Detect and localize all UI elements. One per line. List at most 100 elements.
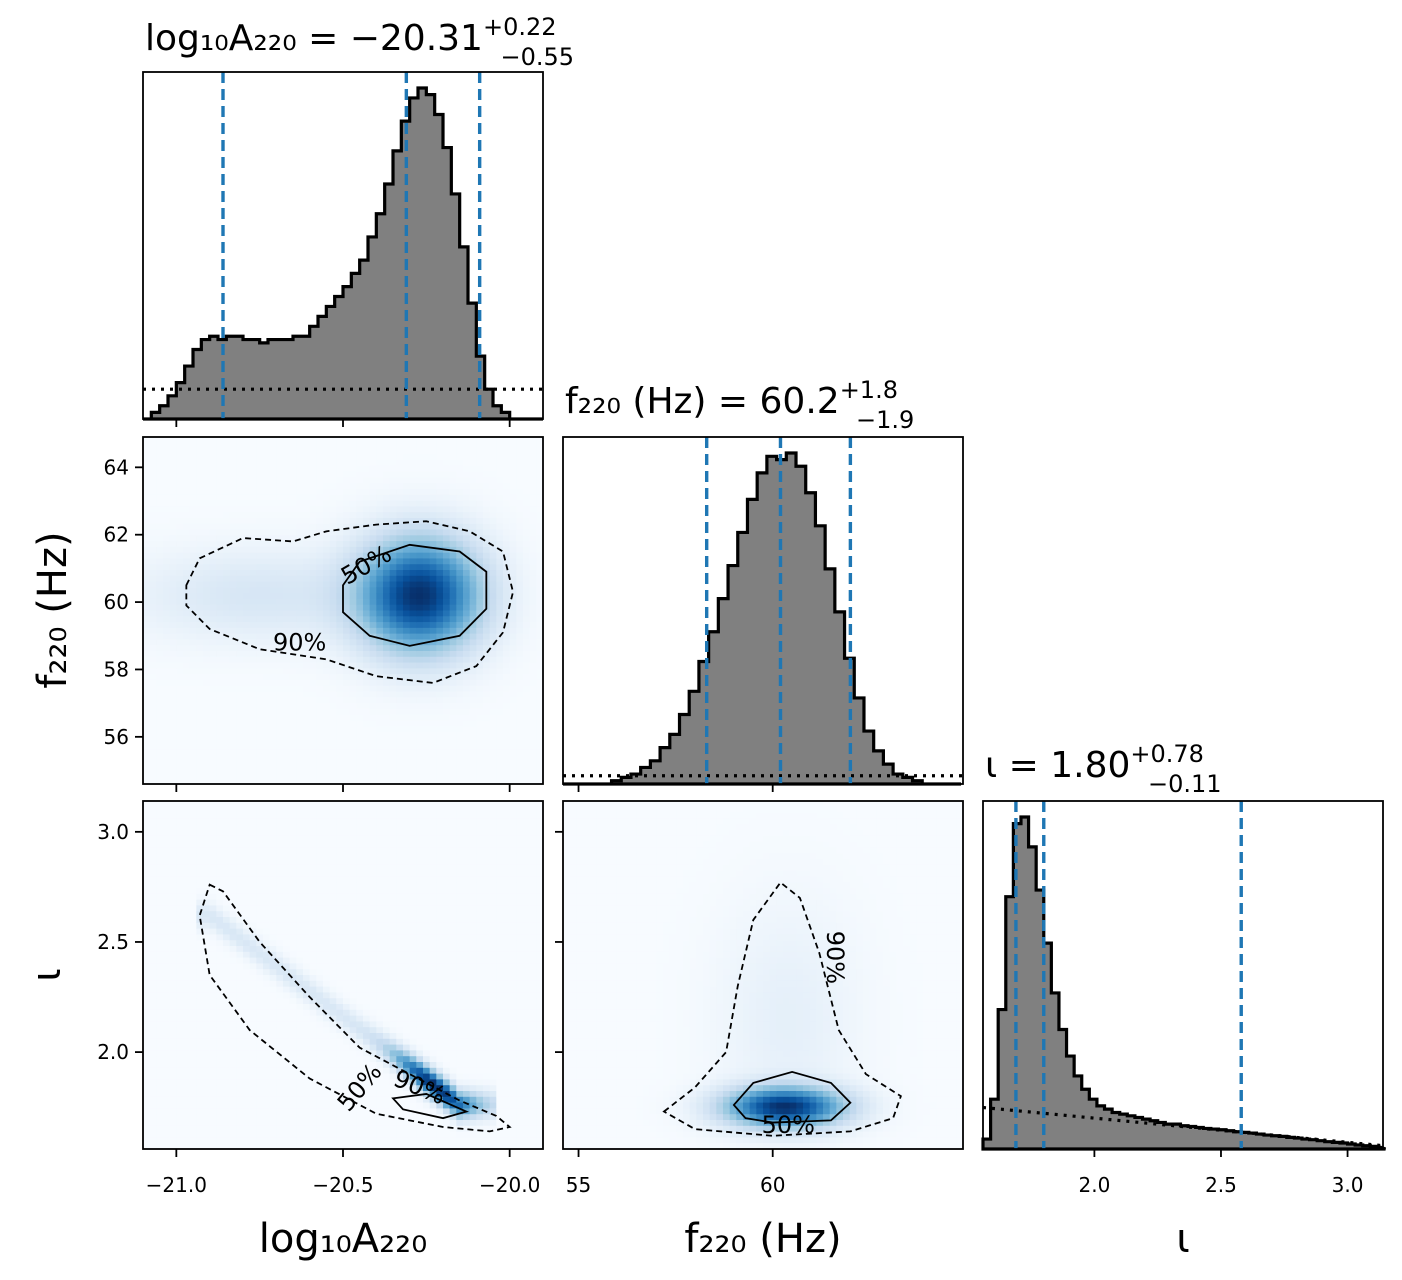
density-cell: [256, 859, 264, 866]
density-cell: [249, 477, 257, 484]
density-cell: [363, 598, 371, 606]
density-cell: [236, 986, 244, 993]
density-cell: [323, 662, 331, 669]
density-cell: [236, 755, 244, 762]
density-cell: [276, 980, 284, 988]
density-cell: [183, 957, 191, 964]
density-cell: [523, 558, 531, 565]
density-cell: [189, 859, 197, 866]
density-cell: [263, 1009, 271, 1017]
density-cell: [316, 512, 324, 519]
density-cell: [156, 841, 164, 848]
density-cell: [149, 934, 157, 941]
density-cell: [503, 460, 511, 467]
density-cell: [156, 749, 164, 756]
density-cell: [369, 593, 377, 600]
density-cell: [356, 772, 364, 779]
density-cell: [536, 737, 543, 745]
density-cell: [169, 1044, 177, 1051]
density-cell: [169, 679, 177, 687]
density-cell: [356, 575, 364, 583]
density-cell: [289, 1143, 297, 1149]
density-cell: [429, 616, 437, 623]
density-cell: [156, 1033, 164, 1040]
density-cell: [289, 726, 297, 733]
density-cell: [503, 697, 511, 704]
density-cell: [509, 760, 517, 768]
density-cell: [163, 668, 171, 675]
density-cell: [236, 1067, 244, 1075]
density-cell: [176, 876, 184, 883]
density-cell: [496, 454, 504, 461]
density-cell: [256, 685, 264, 693]
density-cell: [343, 772, 351, 779]
density-cell: [469, 720, 477, 727]
density-cell: [283, 622, 291, 629]
density-cell: [423, 743, 431, 750]
density-cell: [496, 726, 504, 733]
density-cell: [336, 581, 344, 588]
density-cell: [249, 969, 257, 976]
density-cell: [403, 703, 411, 710]
density-cell: [303, 760, 311, 768]
density-cell: [183, 755, 191, 762]
density-cell: [243, 1079, 251, 1086]
density-cell: [376, 442, 384, 450]
density-cell: [316, 755, 324, 762]
density-cell: [196, 448, 204, 455]
density-cell: [143, 980, 151, 988]
density-cell: [469, 622, 477, 629]
density-cell: [209, 870, 217, 877]
density-cell: [423, 685, 431, 693]
density-cell: [169, 870, 177, 877]
density-cell: [476, 720, 484, 727]
density-cell: [383, 685, 391, 693]
density-cell: [229, 517, 237, 525]
density-cell: [189, 951, 197, 959]
density-cell: [296, 679, 304, 687]
density-cell: [449, 720, 457, 727]
density-cell: [536, 546, 543, 554]
density-cell: [516, 720, 524, 727]
density-cell: [243, 616, 251, 623]
density-cell: [249, 489, 257, 496]
density-cell: [229, 697, 237, 704]
density-cell: [529, 749, 537, 756]
density-cell: [169, 650, 177, 658]
density-cell: [443, 616, 451, 623]
density-cell: [369, 755, 377, 762]
density-cell: [516, 442, 524, 450]
density-cell: [163, 917, 171, 924]
density-cell: [396, 593, 404, 600]
density-cell: [209, 627, 217, 635]
density-cell: [289, 853, 297, 860]
density-cell: [143, 760, 151, 768]
density-cell: [143, 552, 151, 560]
density-cell: [176, 893, 184, 901]
density-cell: [396, 494, 404, 502]
density-cell: [143, 1044, 151, 1051]
density-cell: [349, 708, 357, 716]
density-cell: [363, 755, 371, 762]
density-cell: [289, 934, 297, 941]
density-cell: [289, 1102, 297, 1109]
density-cell: [323, 720, 331, 727]
density-cell: [243, 951, 251, 959]
density-cell: [523, 714, 531, 721]
density-cell: [203, 1021, 211, 1028]
density-cell: [209, 500, 217, 507]
density-cell: [163, 1044, 171, 1051]
density-cell: [296, 616, 304, 623]
density-cell: [243, 917, 251, 924]
density-cell: [229, 726, 237, 733]
density-cell: [509, 627, 517, 635]
density-cell: [363, 564, 371, 571]
density-cell: [463, 674, 471, 681]
density-cell: [503, 523, 511, 531]
density-cell: [276, 1015, 284, 1022]
density-cell: [396, 465, 404, 473]
density-cell: [203, 778, 211, 784]
density-cell: [183, 558, 191, 565]
density-cell: [156, 824, 164, 831]
density-cell: [223, 864, 231, 872]
